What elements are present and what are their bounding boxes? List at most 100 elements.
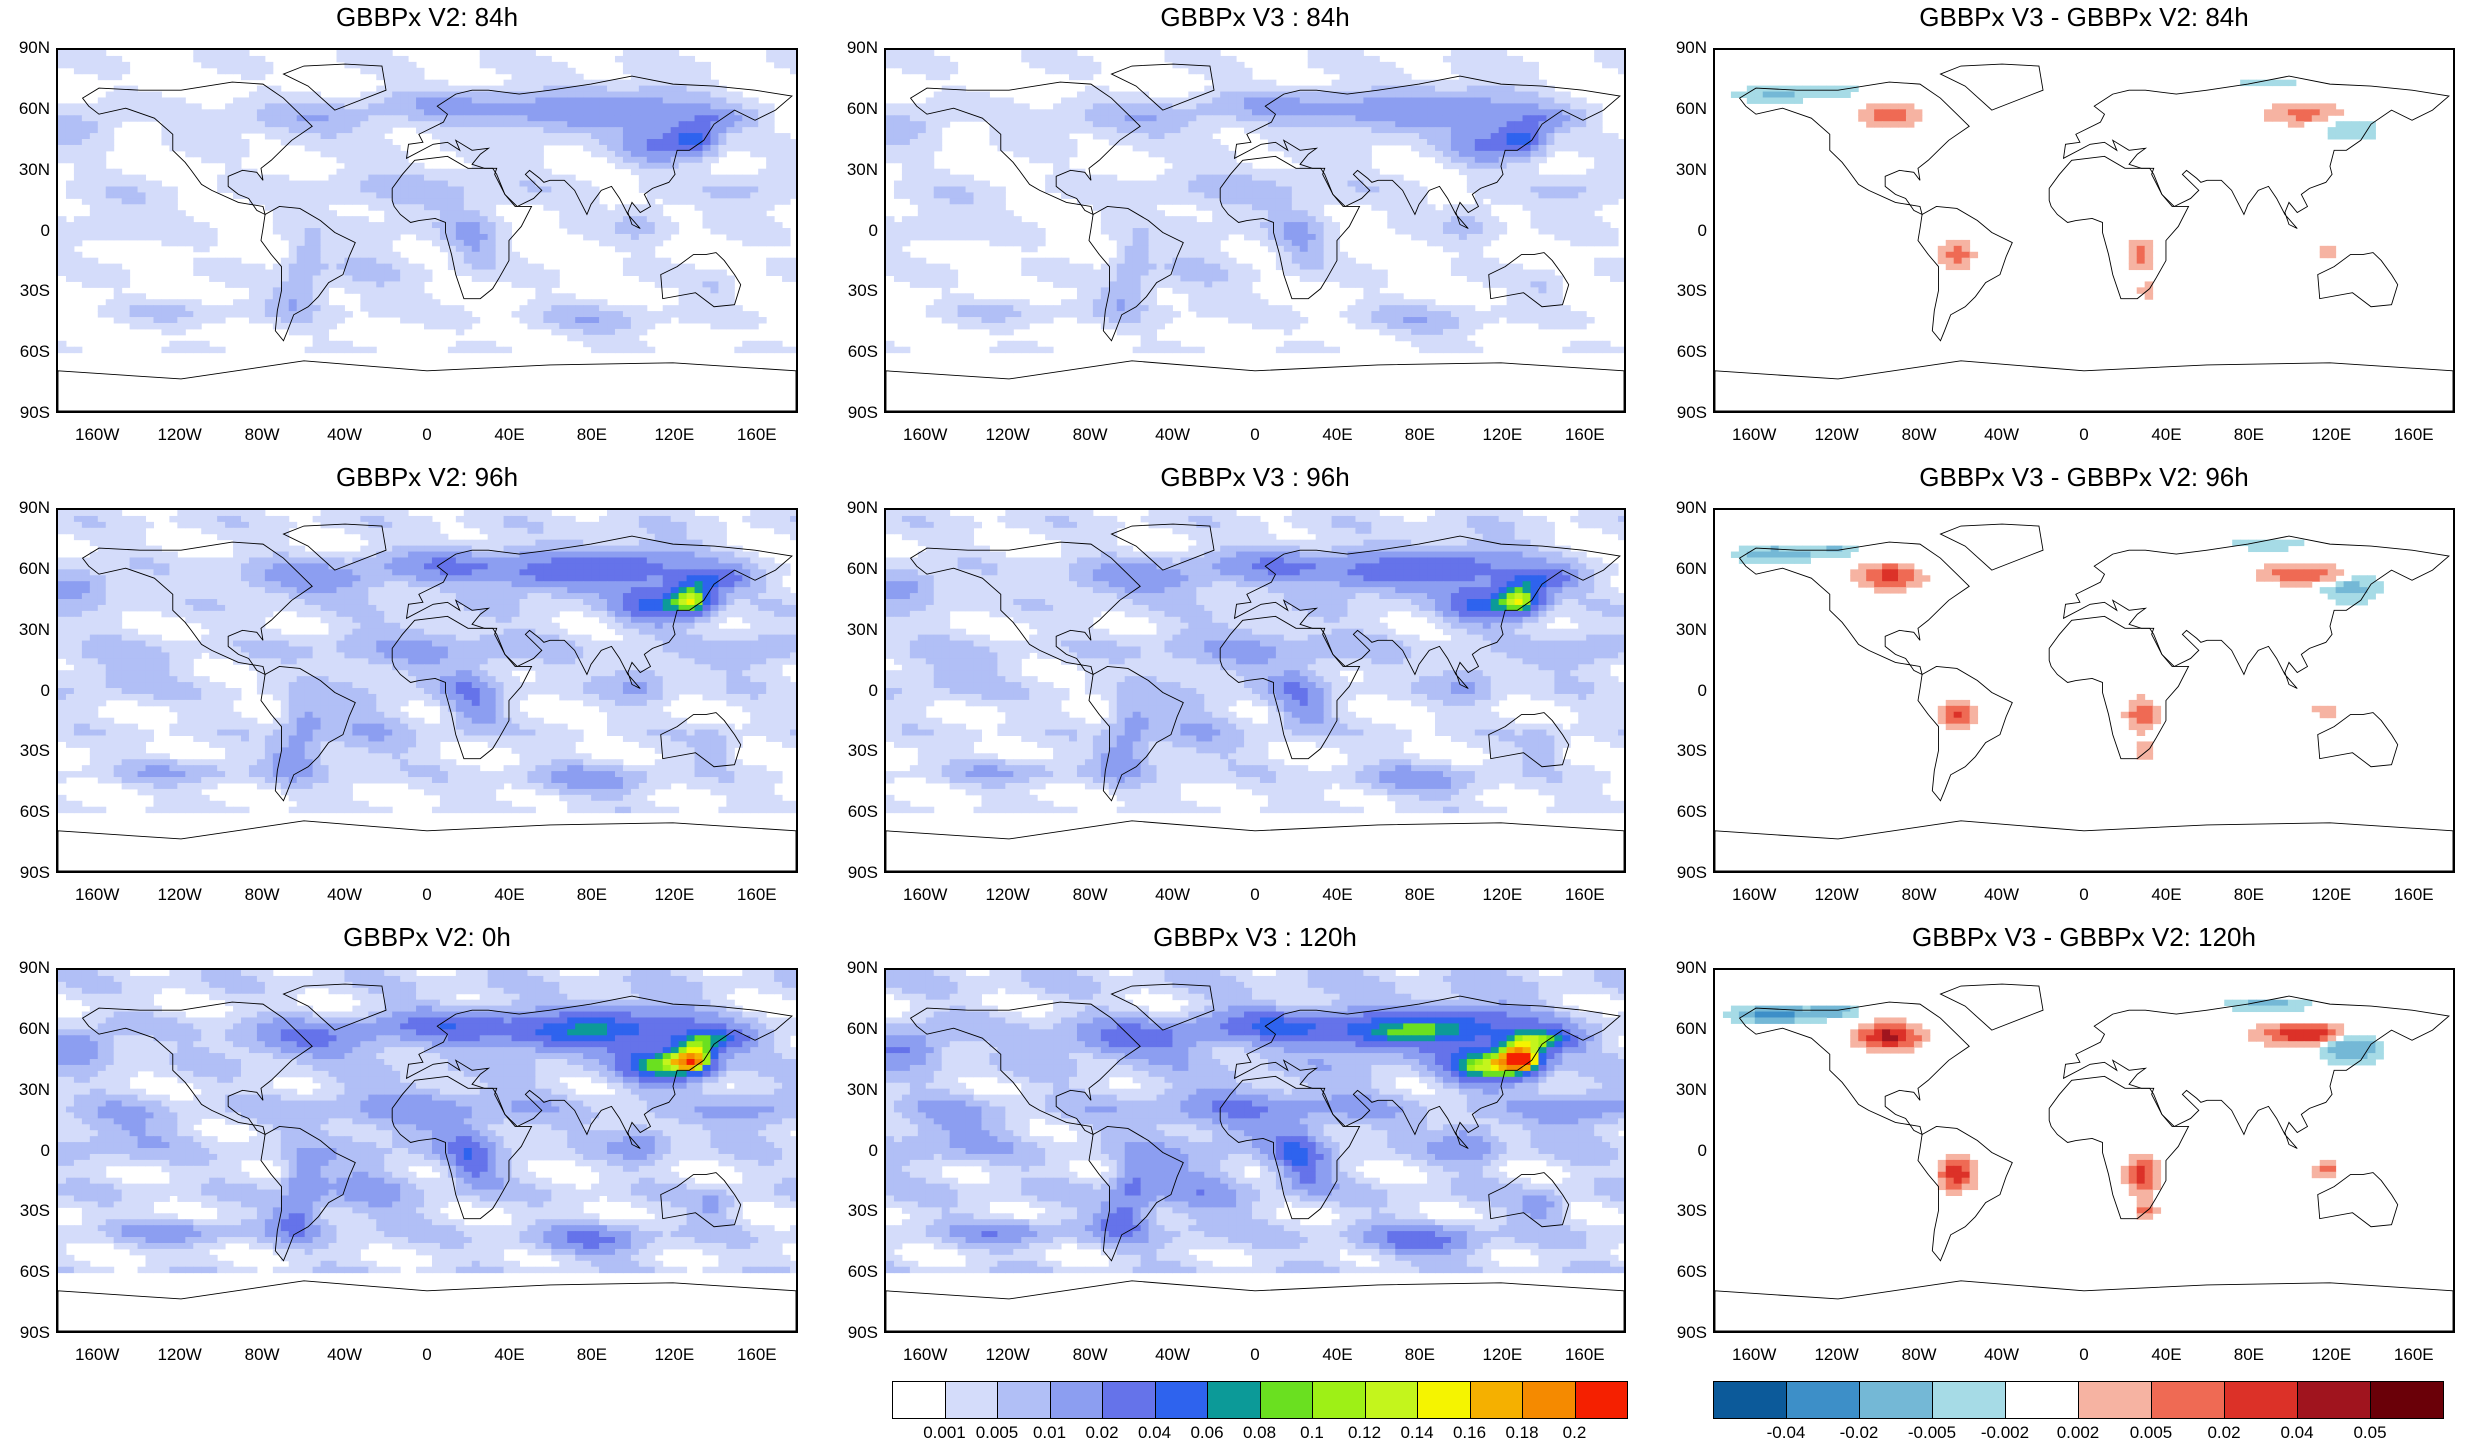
latitude-tick-label: 60N xyxy=(828,559,878,579)
longitude-tick-label: 0 xyxy=(392,425,462,445)
latitude-tick-label: 30S xyxy=(0,281,50,301)
latitude-tick-label: 30S xyxy=(1657,1201,1707,1221)
longitude-tick-label: 80E xyxy=(557,1345,627,1365)
longitude-tick-label: 40E xyxy=(474,885,544,905)
longitude-tick-label: 160W xyxy=(1719,1345,1789,1365)
map-panel xyxy=(1713,48,2455,413)
colorbar-box xyxy=(2224,1381,2298,1419)
longitude-tick-label: 0 xyxy=(392,885,462,905)
longitude-tick-label: 80E xyxy=(2214,1345,2284,1365)
concentration-field xyxy=(58,970,796,1273)
latitude-tick-label: 30N xyxy=(828,1080,878,1100)
longitude-tick-label: 120E xyxy=(1467,1345,1537,1365)
longitude-tick-label: 40E xyxy=(1302,1345,1372,1365)
colorbar-box xyxy=(1470,1381,1524,1419)
longitude-tick-label: 160W xyxy=(890,885,960,905)
longitude-tick-label: 160W xyxy=(890,425,960,445)
latitude-tick-label: 90S xyxy=(0,1323,50,1343)
latitude-tick-label: 0 xyxy=(1657,681,1707,701)
longitude-tick-label: 40E xyxy=(1302,425,1372,445)
latitude-tick-label: 30N xyxy=(1657,620,1707,640)
longitude-tick-label: 120W xyxy=(145,425,215,445)
longitude-tick-label: 160E xyxy=(2379,1345,2449,1365)
latitude-tick-label: 90S xyxy=(0,403,50,423)
colorbar-box xyxy=(2297,1381,2371,1419)
longitude-tick-label: 80W xyxy=(1055,425,1125,445)
latitude-tick-label: 90N xyxy=(0,38,50,58)
latitude-tick-label: 60S xyxy=(1657,342,1707,362)
longitude-tick-label: 40E xyxy=(2131,1345,2201,1365)
longitude-tick-label: 40E xyxy=(474,1345,544,1365)
longitude-tick-label: 40E xyxy=(2131,885,2201,905)
latitude-tick-label: 60S xyxy=(0,1262,50,1282)
latitude-tick-label: 90N xyxy=(1657,958,1707,978)
latitude-tick-label: 60S xyxy=(1657,802,1707,822)
longitude-tick-label: 40W xyxy=(310,885,380,905)
colorbar-box xyxy=(892,1381,946,1419)
colorbar-box xyxy=(2005,1381,2079,1419)
latitude-tick-label: 60S xyxy=(828,342,878,362)
coastlines xyxy=(1715,524,2453,871)
panel-title: GBBPx V3 : 120h xyxy=(884,922,1626,953)
panel-title: GBBPx V2: 84h xyxy=(56,2,798,33)
longitude-tick-label: 40W xyxy=(1138,425,1208,445)
map-panel xyxy=(56,968,798,1333)
map-panel xyxy=(1713,508,2455,873)
longitude-tick-label: 80W xyxy=(1884,885,1954,905)
panel-title: GBBPx V3 - GBBPx V2: 96h xyxy=(1713,462,2455,493)
colorbar-label: 0.005 xyxy=(2116,1423,2186,1443)
longitude-tick-label: 40W xyxy=(1967,885,2037,905)
longitude-tick-label: 160E xyxy=(722,885,792,905)
colorbar-box xyxy=(997,1381,1051,1419)
latitude-tick-label: 90S xyxy=(828,403,878,423)
colorbar-box xyxy=(2078,1381,2152,1419)
longitude-tick-label: 120W xyxy=(145,885,215,905)
longitude-tick-label: 40W xyxy=(310,1345,380,1365)
longitude-tick-label: 40W xyxy=(310,425,380,445)
latitude-tick-label: 30N xyxy=(828,620,878,640)
longitude-tick-label: 160E xyxy=(1550,425,1620,445)
colorbar-label: 0.04 xyxy=(2262,1423,2332,1443)
longitude-tick-label: 80E xyxy=(1385,425,1455,445)
latitude-tick-label: 30N xyxy=(828,160,878,180)
map-panel xyxy=(884,48,1626,413)
latitude-tick-label: 60S xyxy=(0,802,50,822)
latitude-tick-label: 60N xyxy=(0,99,50,119)
concentration-field xyxy=(886,970,1624,1273)
latitude-tick-label: 30S xyxy=(1657,281,1707,301)
concentration-field xyxy=(58,50,796,353)
longitude-tick-label: 120W xyxy=(973,1345,1043,1365)
longitude-tick-label: 40W xyxy=(1138,1345,1208,1365)
difference-field xyxy=(1723,1000,2384,1220)
longitude-tick-label: 160W xyxy=(62,1345,132,1365)
latitude-tick-label: 60N xyxy=(1657,1019,1707,1039)
panel-title: GBBPx V3 - GBBPx V2: 120h xyxy=(1713,922,2455,953)
concentration-field xyxy=(886,50,1624,353)
latitude-tick-label: 30N xyxy=(0,1080,50,1100)
latitude-tick-label: 60N xyxy=(828,1019,878,1039)
concentration-field xyxy=(58,510,796,813)
latitude-tick-label: 60N xyxy=(1657,99,1707,119)
longitude-tick-label: 40E xyxy=(474,425,544,445)
colorbar-box xyxy=(1713,1381,1787,1419)
longitude-tick-label: 160E xyxy=(722,425,792,445)
latitude-tick-label: 30S xyxy=(828,741,878,761)
latitude-tick-label: 0 xyxy=(0,221,50,241)
longitude-tick-label: 0 xyxy=(2049,425,2119,445)
longitude-tick-label: 160E xyxy=(722,1345,792,1365)
latitude-tick-label: 90N xyxy=(828,958,878,978)
latitude-tick-label: 90S xyxy=(1657,1323,1707,1343)
longitude-tick-label: 120E xyxy=(639,885,709,905)
longitude-tick-label: 80E xyxy=(557,425,627,445)
colorbar-label: 0.05 xyxy=(2335,1423,2405,1443)
colorbar-label: 0.02 xyxy=(2189,1423,2259,1443)
longitude-tick-label: 80W xyxy=(227,885,297,905)
longitude-tick-label: 80E xyxy=(1385,885,1455,905)
longitude-tick-label: 40W xyxy=(1967,425,2037,445)
panel-title: GBBPx V3 : 96h xyxy=(884,462,1626,493)
map-panel xyxy=(884,968,1626,1333)
colorbar-box xyxy=(945,1381,999,1419)
longitude-tick-label: 120E xyxy=(2296,885,2366,905)
colorbar-label: -0.002 xyxy=(1970,1423,2040,1443)
latitude-tick-label: 90S xyxy=(828,863,878,883)
